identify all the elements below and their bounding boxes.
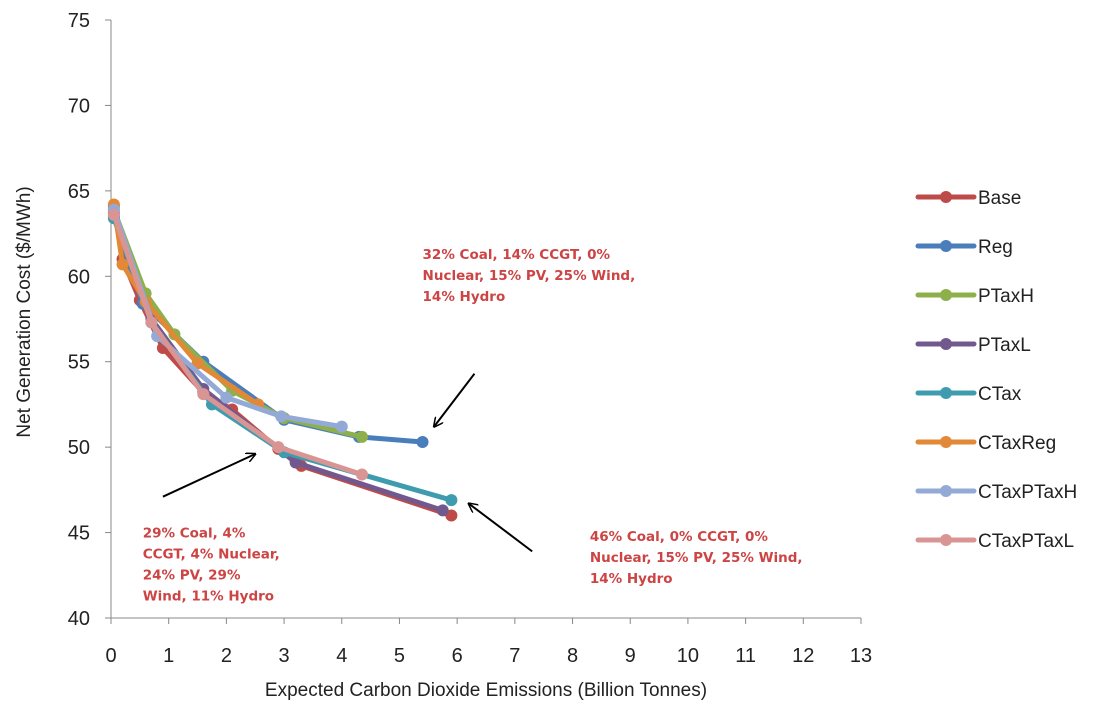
legend-label: PTaxL bbox=[978, 335, 1031, 356]
y-tick-label: 75 bbox=[68, 10, 90, 32]
annotation-text-line: 29% Coal, 4% bbox=[143, 526, 246, 542]
legend-label: Base bbox=[978, 188, 1021, 209]
legend-swatch-marker bbox=[940, 191, 952, 203]
annotation-text-line: 14% Hydro bbox=[423, 289, 506, 305]
data-point bbox=[197, 388, 210, 401]
data-point bbox=[289, 456, 302, 469]
legend-label: CTax bbox=[978, 384, 1022, 405]
series-ptaxl bbox=[107, 207, 449, 517]
x-tick-label: 8 bbox=[567, 645, 578, 667]
annotation-1: 32% Coal, 14% CCGT, 0% Nuclear, 15% PV, 2… bbox=[423, 247, 636, 427]
legend-item-ptaxl: PTaxL bbox=[915, 335, 1031, 356]
series-lines bbox=[107, 198, 458, 522]
data-point bbox=[272, 441, 285, 454]
annotation-text-line: 32% Coal, 14% CCGT, 0% bbox=[423, 247, 611, 263]
legend-item-ctax: CTax bbox=[915, 384, 1022, 405]
data-point bbox=[335, 420, 348, 433]
x-tick-label: 13 bbox=[850, 645, 872, 667]
legend-swatch-marker bbox=[940, 289, 952, 301]
annotations: 32% Coal, 14% CCGT, 0% Nuclear, 15% PV, 2… bbox=[143, 247, 803, 604]
series-line bbox=[111, 203, 454, 518]
y-tick-label: 70 bbox=[68, 95, 90, 117]
annotation-text-line: Wind, 11% Hydro bbox=[143, 589, 274, 605]
annotation-arrow bbox=[469, 504, 533, 553]
legend-swatch-marker bbox=[940, 485, 952, 497]
legend-item-ctaxptaxh: CTaxPTaxH bbox=[915, 482, 1077, 503]
x-tick-label: 3 bbox=[279, 645, 290, 667]
data-point bbox=[145, 316, 158, 329]
y-tick-label: 45 bbox=[68, 523, 90, 545]
annotation-3: 46% Coal, 0% CCGT, 0% Nuclear, 15% PV, 25… bbox=[469, 504, 803, 587]
data-point bbox=[445, 509, 458, 522]
x-tick-label: 2 bbox=[221, 645, 232, 667]
legend-item-base: Base bbox=[915, 188, 1021, 209]
annotation-arrow bbox=[162, 454, 255, 498]
data-point bbox=[436, 504, 449, 517]
x-tick-label: 10 bbox=[677, 645, 699, 667]
legend-swatch-marker bbox=[940, 240, 952, 252]
series-ctaxptaxl bbox=[107, 208, 368, 481]
x-tick-label: 1 bbox=[163, 645, 174, 667]
y-tick-label: 60 bbox=[68, 266, 90, 288]
y-tick-label: 50 bbox=[68, 437, 90, 459]
x-tick-label: 0 bbox=[105, 645, 116, 667]
series-line bbox=[111, 212, 365, 477]
y-axis-title: Net Generation Cost ($/MWh) bbox=[14, 186, 35, 437]
series-ctax bbox=[107, 212, 458, 507]
annotation-text-line: Nuclear, 15% PV, 25% Wind, bbox=[423, 268, 636, 284]
legend-swatch-marker bbox=[940, 338, 952, 350]
legend-label: CTaxPTaxL bbox=[978, 531, 1074, 552]
data-point bbox=[445, 494, 458, 507]
annotation-text-line: CCGT, 4% Nuclear, bbox=[143, 547, 280, 563]
legend-label: CTaxPTaxH bbox=[978, 482, 1077, 503]
legend-label: Reg bbox=[978, 237, 1013, 258]
data-point bbox=[275, 410, 288, 423]
y-tick-label: 55 bbox=[68, 352, 90, 374]
legend-item-ptaxh: PTaxH bbox=[915, 286, 1034, 307]
data-point bbox=[355, 468, 368, 481]
data-point bbox=[220, 391, 233, 404]
data-point bbox=[416, 436, 429, 449]
annotation-arrow bbox=[434, 373, 476, 427]
annotation-text-line: 24% PV, 29% bbox=[143, 568, 241, 584]
series-line bbox=[111, 210, 446, 513]
x-axis-title: Expected Carbon Dioxide Emissions (Billi… bbox=[265, 680, 707, 701]
x-tick-label: 6 bbox=[452, 645, 463, 667]
legend-item-ctaxreg: CTaxReg bbox=[915, 433, 1056, 454]
x-tick-label: 12 bbox=[792, 645, 814, 667]
annotation-text-line: Nuclear, 15% PV, 25% Wind, bbox=[590, 550, 803, 566]
x-tick-label: 11 bbox=[735, 645, 756, 667]
legend: Base Reg PTaxH PTaxL CTax CTaxReg CTaxPTaxH CTa… bbox=[915, 188, 1077, 552]
y-tick-label: 40 bbox=[68, 608, 90, 630]
legend-swatch-marker bbox=[940, 534, 952, 546]
annotation-text-line: 46% Coal, 0% CCGT, 0% bbox=[590, 529, 769, 545]
legend-item-reg: Reg bbox=[915, 237, 1013, 258]
legend-swatch-marker bbox=[940, 436, 952, 448]
x-tick-label: 4 bbox=[336, 645, 347, 667]
legend-label: PTaxH bbox=[978, 286, 1034, 307]
series-base bbox=[107, 200, 458, 522]
data-point bbox=[355, 430, 368, 443]
legend-swatch-marker bbox=[940, 387, 952, 399]
series-ctaxreg bbox=[107, 198, 265, 411]
x-tick-label: 7 bbox=[509, 645, 520, 667]
series-ctaxptaxh bbox=[107, 203, 348, 433]
annotation-2: 29% Coal, 4% CCGT, 4% Nuclear, 24% PV, 29%… bbox=[143, 454, 280, 605]
x-tick-label: 9 bbox=[625, 645, 636, 667]
data-point bbox=[116, 258, 129, 271]
legend-label: CTaxReg bbox=[978, 433, 1056, 454]
x-tick-label: 5 bbox=[394, 645, 405, 667]
y-tick-label: 65 bbox=[68, 181, 90, 203]
legend-item-ctaxptaxl: CTaxPTaxL bbox=[915, 531, 1074, 552]
annotation-text-line: 14% Hydro bbox=[590, 571, 673, 587]
data-point bbox=[107, 208, 120, 221]
